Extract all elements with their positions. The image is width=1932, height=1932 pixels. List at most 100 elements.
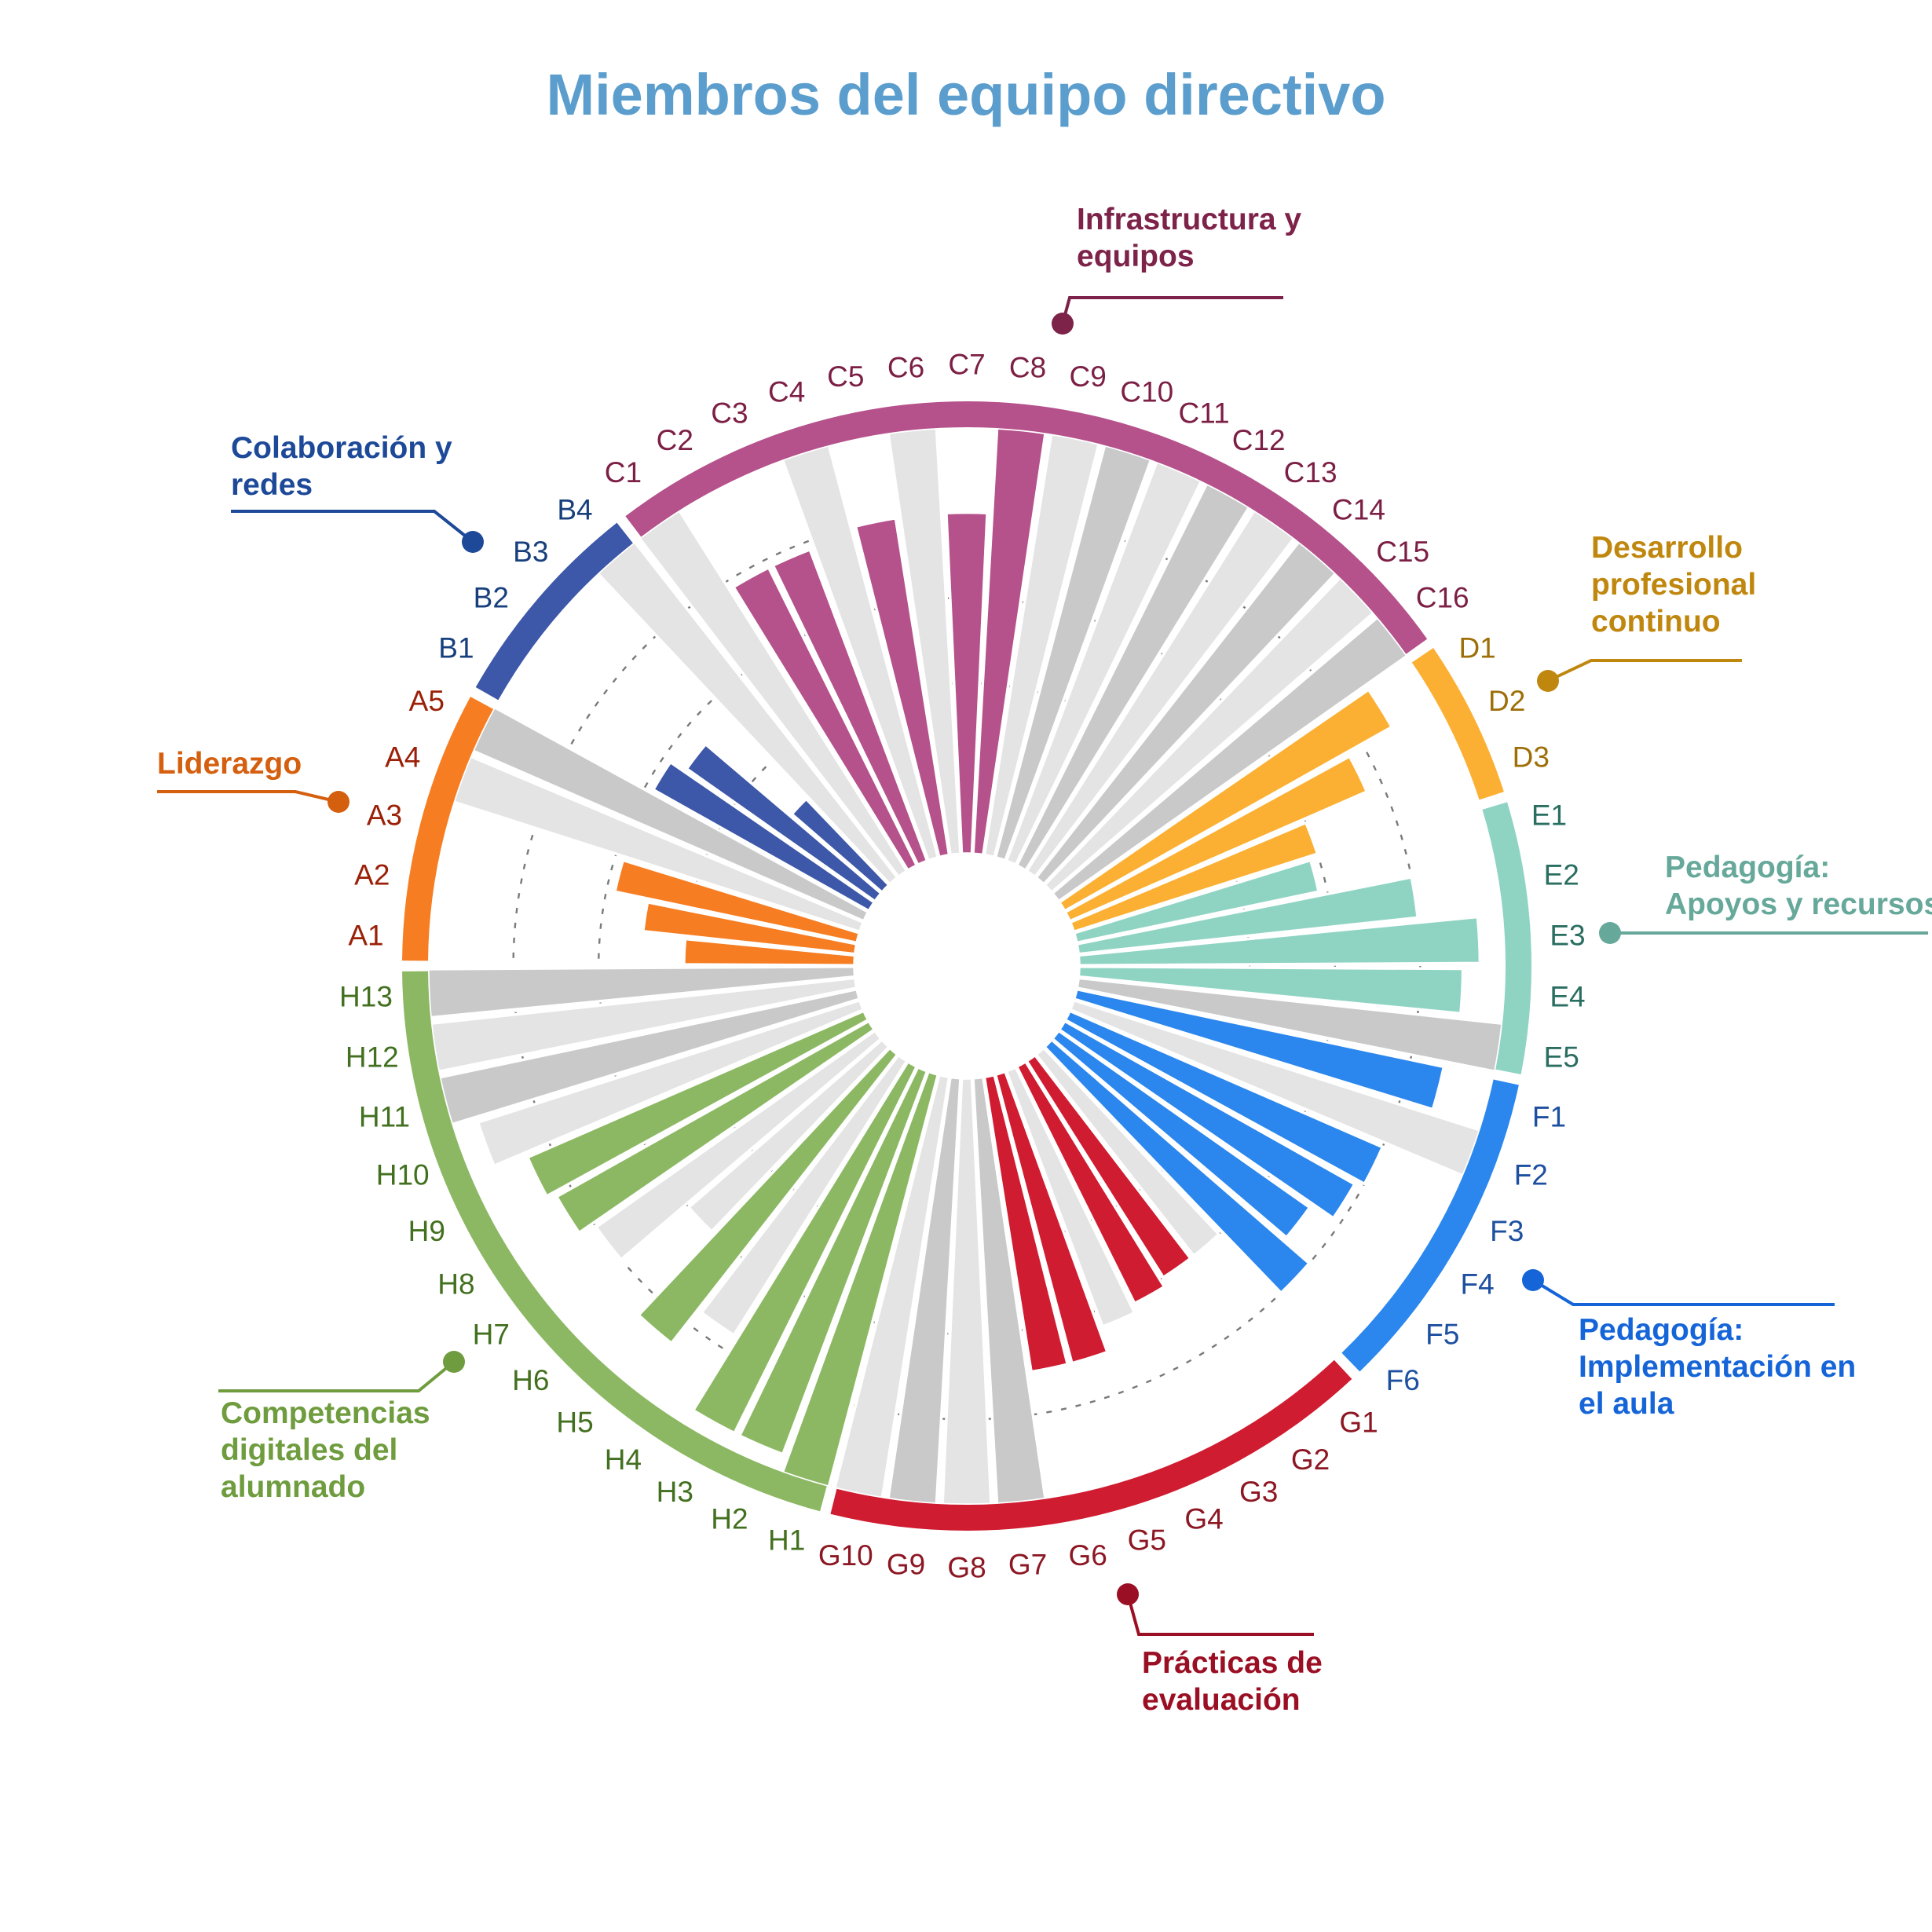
- heading-E: Pedagogía:Apoyos y recursos: [1599, 851, 1932, 944]
- heading-callout-dot-A: [327, 791, 349, 813]
- bar-H10: [476, 998, 865, 1168]
- heading-A: Liderazgo: [157, 747, 349, 813]
- item-label-C9: C9: [1070, 360, 1107, 393]
- heading-callout-line-F: [1531, 1279, 1835, 1306]
- heading-text-C-line1: Infrastructura y: [1077, 203, 1301, 236]
- bar-D3: [1068, 821, 1319, 934]
- ring-arc-A: [402, 697, 494, 961]
- bar-A2: [641, 900, 858, 956]
- heading-text-G-line2: evaluación: [1142, 1683, 1301, 1717]
- bar-G10: [832, 1073, 951, 1500]
- item-label-G5: G5: [1128, 1524, 1166, 1556]
- item-label-B4: B4: [557, 493, 592, 525]
- item-label-G3: G3: [1239, 1476, 1278, 1508]
- bar-F4: [1057, 1019, 1357, 1220]
- item-label-D3: D3: [1513, 741, 1550, 774]
- bar-C12: [1015, 481, 1252, 873]
- heading-callout-line-C: [1061, 296, 1283, 324]
- item-label-H10: H10: [376, 1159, 430, 1191]
- heading-text-B-line2: redes: [231, 468, 313, 502]
- heading-callout-line-H: [218, 1360, 456, 1392]
- item-label-D1: D1: [1458, 631, 1495, 664]
- bar-C15: [1042, 575, 1376, 895]
- bar-E2: [1075, 875, 1420, 956]
- bar-C3: [771, 547, 929, 867]
- bar-G7: [971, 1075, 1048, 1506]
- item-label-C13: C13: [1284, 456, 1337, 488]
- heading-callout-line-D: [1547, 659, 1742, 682]
- heading-callout-dot-F: [1522, 1269, 1544, 1291]
- item-label-G4: G4: [1184, 1502, 1223, 1535]
- bar-F5: [1050, 1028, 1312, 1240]
- ring-arc-B: [475, 522, 633, 701]
- bar-B3: [789, 796, 891, 895]
- heading-callout-dot-G: [1117, 1583, 1139, 1605]
- item-label-A1: A1: [348, 920, 383, 952]
- bar-D1: [1057, 687, 1394, 913]
- heading-C: Infrastructura y equipos: [1052, 203, 1301, 335]
- bar-G3: [1015, 1059, 1166, 1305]
- item-label-D2: D2: [1488, 685, 1525, 717]
- item-label-G9: G9: [887, 1549, 925, 1581]
- bar-G8: [941, 1077, 993, 1506]
- item-label-F2: F2: [1514, 1159, 1548, 1191]
- heading-text-D-line1: Desarrollo: [1591, 531, 1743, 565]
- bar-H13: [426, 965, 857, 1019]
- item-label-H3: H3: [657, 1476, 693, 1508]
- ring-arc-D: [1411, 647, 1504, 800]
- bar-G2: [1024, 1053, 1193, 1279]
- item-label-C8: C8: [1009, 351, 1046, 383]
- bar-C1: [637, 508, 909, 879]
- ring-arc-E: [1482, 802, 1532, 1074]
- bar-G5: [993, 1070, 1110, 1365]
- heading-callout-dot-C: [1052, 313, 1074, 335]
- heading-text-H-line3: alumnado: [221, 1470, 365, 1504]
- bars: [426, 426, 1505, 1506]
- item-label-H2: H2: [711, 1502, 748, 1535]
- bar-C2: [731, 565, 919, 873]
- item-label-E3: E3: [1550, 920, 1585, 952]
- item-label-F4: F4: [1461, 1268, 1495, 1301]
- bar-C11: [1004, 459, 1204, 867]
- item-label-G6: G6: [1069, 1539, 1107, 1572]
- item-label-A4: A4: [385, 741, 420, 774]
- bar-C4: [781, 443, 940, 862]
- item-label-F6: F6: [1386, 1364, 1420, 1396]
- bar-C10: [993, 443, 1153, 862]
- bar-A3: [613, 858, 862, 945]
- bar-H12: [429, 976, 858, 1074]
- item-label-H1: H1: [768, 1524, 805, 1556]
- item-label-G8: G8: [947, 1552, 986, 1584]
- heading-callout-line-B: [231, 510, 474, 543]
- item-label-H12: H12: [346, 1041, 399, 1074]
- heading-callout-line-A: [157, 790, 339, 803]
- item-label-H9: H9: [408, 1215, 445, 1247]
- heading-callout-dot-E: [1599, 922, 1621, 944]
- bar-F3: [1063, 1008, 1385, 1186]
- bar-H8: [554, 1019, 876, 1235]
- item-label-F3: F3: [1490, 1215, 1524, 1247]
- item-label-C1: C1: [605, 456, 642, 488]
- heading-text-F-line2: Implementación en: [1579, 1350, 1856, 1384]
- item-label-C10: C10: [1120, 376, 1173, 408]
- bar-A1: [682, 937, 857, 967]
- item-label-C5: C5: [827, 360, 864, 393]
- item-label-G1: G1: [1339, 1407, 1378, 1439]
- bar-D2: [1063, 754, 1369, 924]
- bar-F1: [1072, 987, 1446, 1111]
- bar-B1: [651, 760, 876, 913]
- bar-G4: [1004, 1065, 1136, 1329]
- heading-text-F-line1: Pedagogía:: [1579, 1313, 1744, 1347]
- bar-B4: [595, 540, 900, 887]
- item-label-G2: G2: [1291, 1444, 1330, 1476]
- ring-arc-G: [830, 1359, 1352, 1531]
- item-label-F1: F1: [1532, 1101, 1566, 1133]
- heading-callout-dot-B: [462, 531, 484, 553]
- item-label-E2: E2: [1544, 859, 1579, 891]
- bar-F6: [1042, 1037, 1312, 1295]
